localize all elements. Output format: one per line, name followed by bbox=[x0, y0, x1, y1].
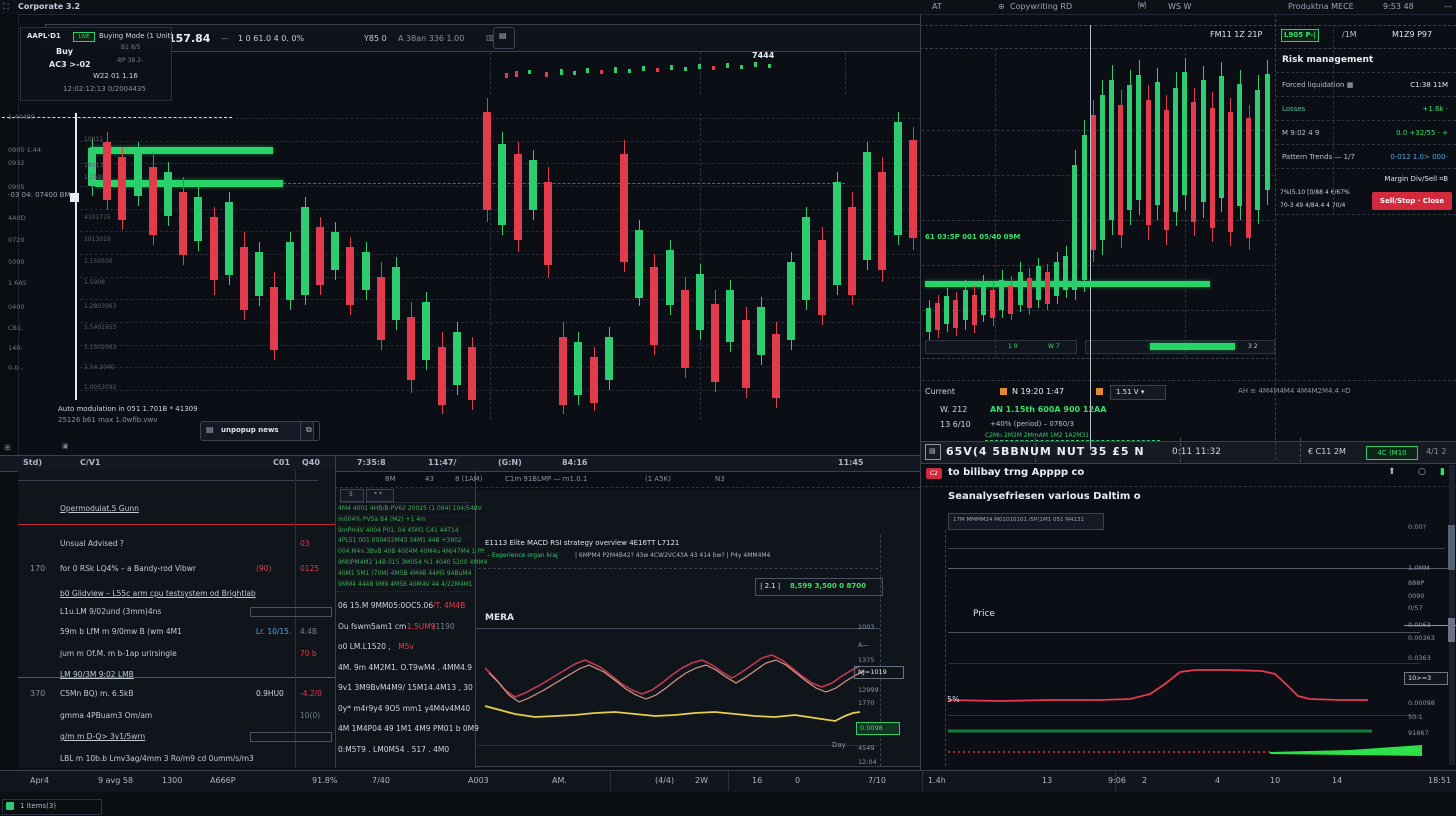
br-axis-box-label: 10>=3 bbox=[1408, 675, 1431, 682]
main-axis-label: 1 6A5 bbox=[8, 280, 27, 287]
main-axis-label: 0932 bbox=[8, 160, 25, 167]
overlay-side: Buy bbox=[56, 48, 73, 56]
time-row-cell: Std) bbox=[23, 459, 42, 467]
bottom-axis-tick: 18:51 bbox=[1428, 777, 1451, 785]
br-axis-label: 50-1 bbox=[1408, 714, 1423, 721]
center-axis-label: 1770 bbox=[858, 700, 875, 707]
overlay-line4: W22 01 1.16 bbox=[93, 73, 138, 80]
center-axis-label: 1003 bbox=[858, 624, 875, 631]
bottom-axis-tick: A666P bbox=[210, 777, 236, 785]
center-axis-label: 12999 bbox=[858, 687, 879, 694]
main-axis-inner-label: 1.150500 bbox=[84, 259, 113, 265]
bottom-axis-tick: 2W bbox=[695, 777, 708, 785]
main-axis-inner-label: 1.0053092 bbox=[84, 385, 116, 391]
bottom-axis-tick: 16 bbox=[752, 777, 762, 785]
br-axis-label: 0:00? bbox=[1408, 524, 1426, 531]
main-axis-inner-label: 1.54.2040 bbox=[84, 365, 115, 371]
labels-layer: 1.44400 0905·1.44 0932 0905 4A0D 0720 5000 1 6A… bbox=[0, 0, 1456, 816]
toolbar2-cell: 43 bbox=[425, 476, 434, 483]
axis-green-box: 0.0098 bbox=[856, 722, 900, 735]
main-axis-label: 0905 bbox=[8, 184, 25, 191]
main-axis-inner-label: 4101715 bbox=[84, 215, 111, 221]
main-axis-label: 140- bbox=[8, 345, 23, 352]
br-axis-label: 0090 bbox=[1408, 593, 1425, 600]
br-axis-label: 0.0063 bbox=[1408, 622, 1431, 629]
time-row-cell: (G:N) bbox=[498, 459, 522, 467]
main-axis-label: 0-0 - bbox=[8, 365, 23, 372]
overlay-note1: B1 8/5 bbox=[121, 45, 141, 51]
center-axis-label: A— bbox=[858, 642, 869, 649]
live-badge: LIVE bbox=[73, 32, 95, 42]
axis-price-box-label: NJ=1019 bbox=[858, 669, 887, 676]
toolbar2-cell: (1 A5K) bbox=[645, 476, 671, 483]
symbol-overlay: AAPL·D1 LIVE Buying Mode (1 Unit) Buy B1… bbox=[20, 27, 172, 101]
bottom-axis-tick: 7/10 bbox=[868, 777, 886, 785]
time-row-cell: C01 bbox=[273, 459, 290, 467]
br-axis-label: 0.00098 bbox=[1408, 700, 1435, 707]
main-axis-label: 0720 bbox=[8, 237, 25, 244]
main-axis-inner-label: 1.5908 bbox=[84, 280, 105, 286]
center-axis-label: 12:04 bbox=[858, 759, 877, 766]
time-row-cell: Q40 bbox=[302, 459, 320, 467]
bottom-axis-tick: 7/40 bbox=[372, 777, 390, 785]
axis-green-label: 0.0098 bbox=[860, 725, 883, 732]
overlay-code: AC3 >-02 bbox=[49, 61, 91, 69]
main-axis-inner-label: 1.1502063 bbox=[84, 345, 116, 351]
bottom-axis-tick: 2 bbox=[1142, 777, 1147, 785]
bottom-axis-tick: AM. bbox=[552, 777, 567, 785]
trading-terminal: ⛶ Corporate 3.2 AT ⊕ Copywriting RD ⒲ WS… bbox=[0, 0, 1456, 816]
br-axis-label: 1.0MM bbox=[1408, 565, 1430, 572]
main-axis-inner-label: 10011 bbox=[84, 137, 103, 143]
overlay-mode: Buying Mode (1 Unit) bbox=[99, 33, 173, 40]
time-row-cell: C/V1 bbox=[80, 459, 101, 467]
main-axis-inner-label: 1901.5 bbox=[84, 163, 105, 169]
br-axis-label: 0.00363 bbox=[1408, 635, 1435, 642]
bottom-axis-tick: 13 bbox=[1042, 777, 1052, 785]
toolbar2-cell: 8M bbox=[385, 476, 396, 483]
time-row-cell: 84:16 bbox=[562, 459, 587, 467]
main-axis-label: 1.44400 bbox=[8, 114, 35, 121]
overlay-note2: -BP 38.2- bbox=[116, 58, 143, 64]
main-axis-label: CB1. bbox=[8, 325, 23, 332]
bottom-axis-tick: 9 avg 58 bbox=[98, 777, 133, 785]
center-axis-label: 4549 bbox=[858, 745, 875, 752]
main-axis-inner-label: 1013019 bbox=[84, 237, 111, 243]
bottom-axis-tick: 9:06 bbox=[1108, 777, 1126, 785]
main-axis-label: 0905·1.44 bbox=[8, 147, 41, 154]
center-axis-label: 1375 bbox=[858, 657, 875, 664]
br-axis-label: 0.0363 bbox=[1408, 655, 1431, 662]
toolbar2-cell: N3 bbox=[715, 476, 725, 483]
toolbar2-cell: C1m 91BLMP — m1.0.1 bbox=[505, 476, 587, 483]
br-axis-label: 888P bbox=[1408, 580, 1424, 587]
time-row-cell: 11:45 bbox=[838, 459, 863, 467]
main-axis-inner-label: 1.1505 bbox=[84, 175, 105, 181]
overlay-line5: 12:02:12:13 0/2004435 bbox=[63, 86, 146, 93]
main-axis-label: 4A0D bbox=[8, 215, 26, 222]
axis-price-box: NJ=1019 bbox=[854, 666, 904, 679]
main-axis-label: 0400 bbox=[8, 304, 25, 311]
br-axis-label: 91867 bbox=[1408, 730, 1429, 737]
main-axis-inner-label: 1.2803963 bbox=[84, 304, 116, 310]
br-axis-label: 0/57 bbox=[1408, 605, 1423, 612]
bottom-axis-tick: Apr4 bbox=[30, 777, 49, 785]
overlay-symbol: AAPL·D1 bbox=[27, 33, 61, 40]
main-axis-inner-label: 1.5401955 bbox=[84, 325, 116, 331]
bottom-axis-tick: 4 bbox=[1215, 777, 1220, 785]
time-row-cell: 7:35:8 bbox=[357, 459, 386, 467]
main-axis-label: 5000 bbox=[8, 259, 25, 266]
bottom-axis-tick: (4/4) bbox=[655, 777, 674, 785]
toolbar2-cell: 8 (1AM) bbox=[455, 476, 482, 483]
bottom-axis-tick: 1300 bbox=[162, 777, 182, 785]
bottom-axis-tick: 14 bbox=[1332, 777, 1342, 785]
bottom-axis-tick: 0 bbox=[795, 777, 800, 785]
bottom-axis-tick: A003 bbox=[468, 777, 489, 785]
bottom-axis-tick: 10 bbox=[1270, 777, 1280, 785]
bottom-axis-tick: 91.8% bbox=[312, 777, 337, 785]
bottom-axis-tick: 1.4h bbox=[928, 777, 946, 785]
time-row-cell: 11:47/ bbox=[428, 459, 456, 467]
br-axis-box: 10>=3 bbox=[1404, 672, 1448, 685]
